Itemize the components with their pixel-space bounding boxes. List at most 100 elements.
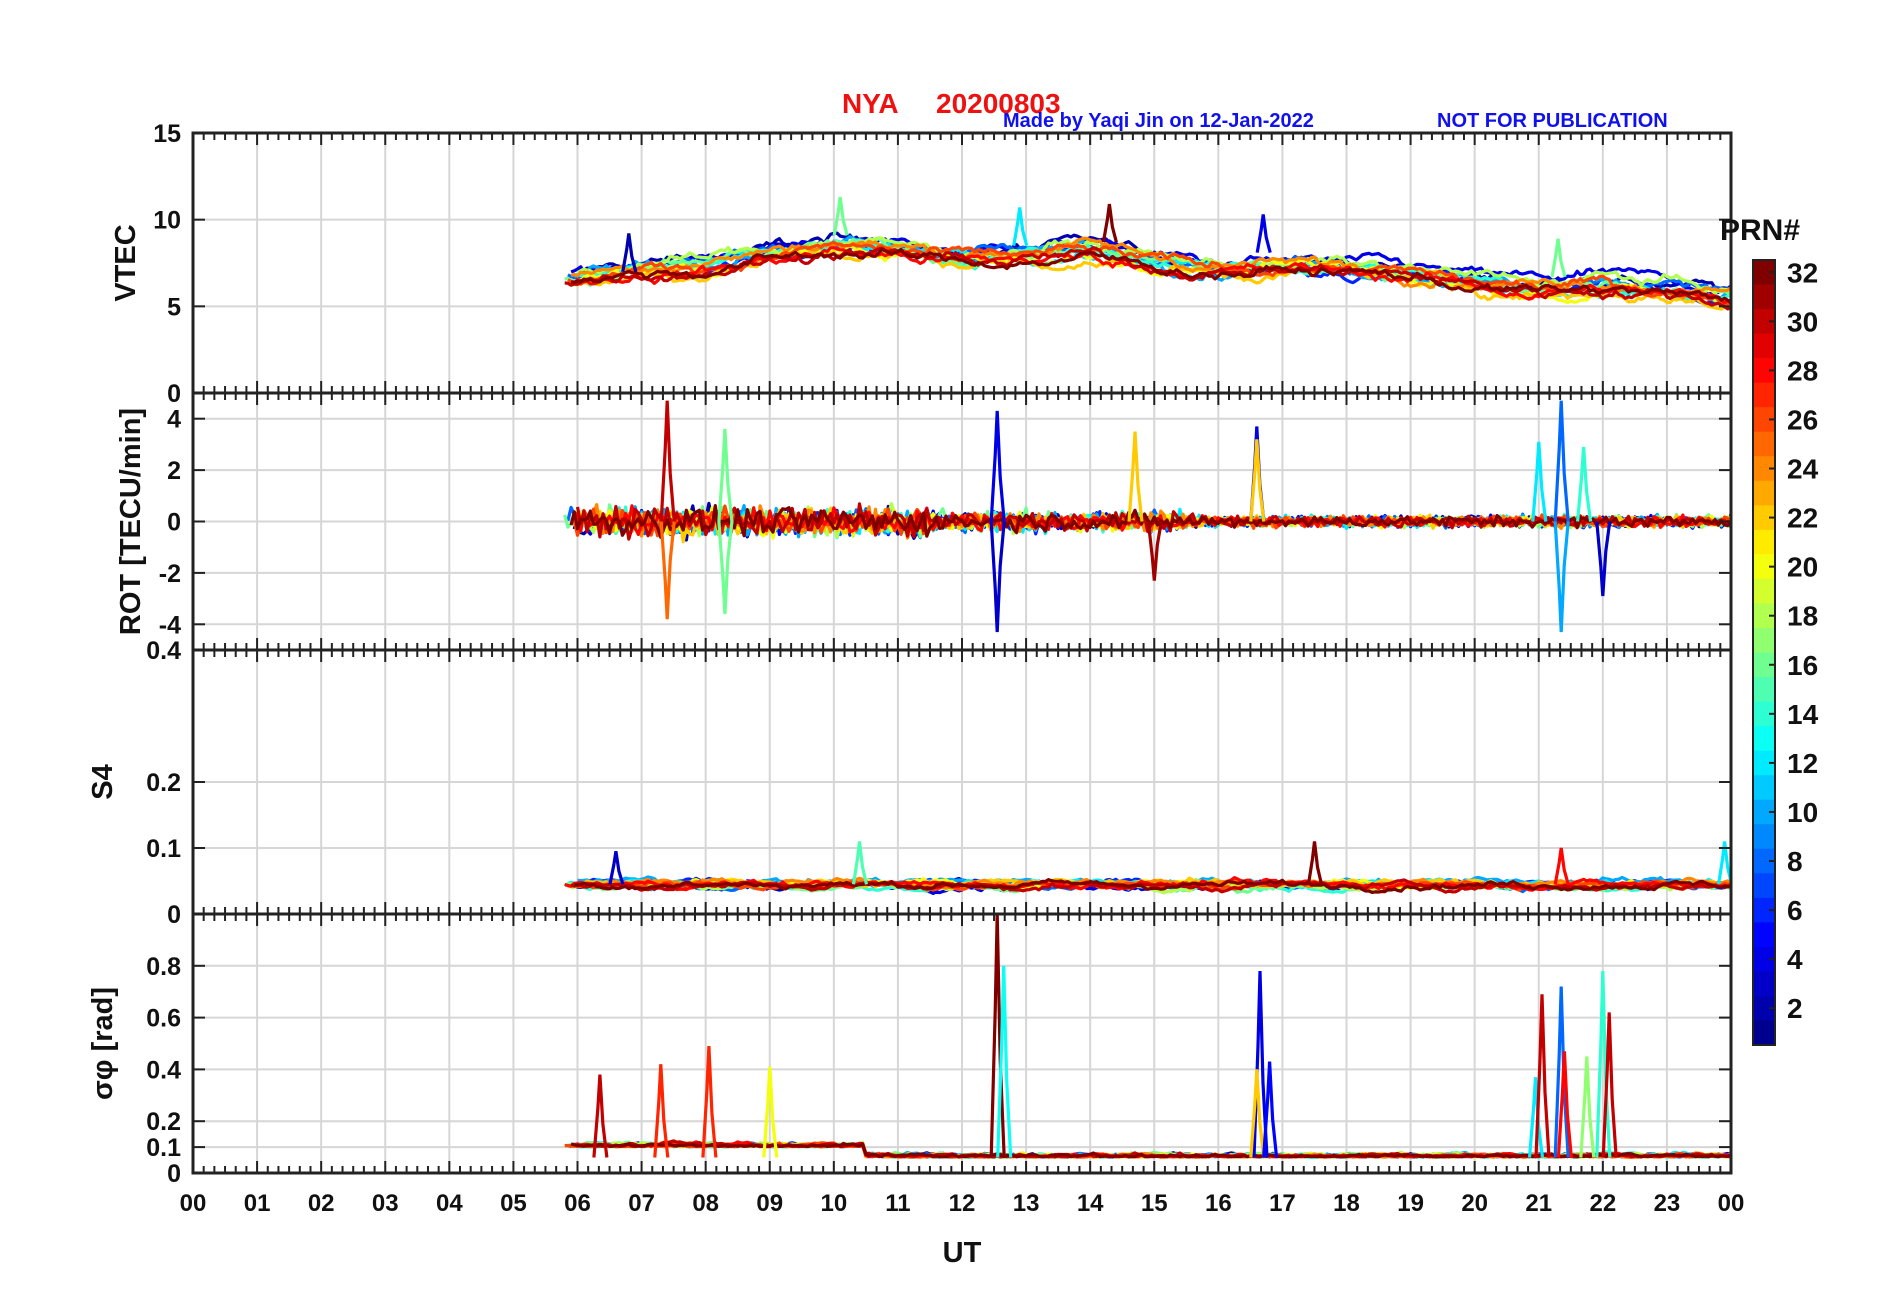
spike-vtec xyxy=(621,233,638,273)
colorbar-cell xyxy=(1753,627,1775,653)
spike-s4 xyxy=(1717,841,1731,885)
colorbar-cell xyxy=(1753,407,1775,433)
x-tick-label: 15 xyxy=(1141,1190,1168,1217)
colorbar-tick-label: 2 xyxy=(1787,993,1803,1024)
colorbar-cell xyxy=(1753,701,1775,727)
colorbar-frame xyxy=(1752,259,1776,1046)
spike-rot xyxy=(1553,521,1570,633)
colorbar-cell xyxy=(1753,382,1775,408)
x-tick-label: 21 xyxy=(1525,1190,1552,1217)
colorbar-cell xyxy=(1753,946,1775,972)
y-tick-label: 0 xyxy=(167,901,181,929)
spike-sigphi xyxy=(592,1074,609,1158)
y-tick-label: 15 xyxy=(153,120,181,148)
spike-sigphi xyxy=(1579,1056,1596,1158)
colorbar-cell xyxy=(1753,309,1775,335)
colorbar-tick-label: 32 xyxy=(1787,257,1818,288)
colorbar-cell xyxy=(1753,554,1775,580)
spike-rot xyxy=(989,521,1006,633)
y-axis-label-rot: ROT [TECU/min] xyxy=(115,408,147,635)
x-tick-label: 05 xyxy=(500,1190,527,1217)
colorbar-cell xyxy=(1753,578,1775,604)
x-tick-label: 06 xyxy=(564,1190,591,1217)
spike-rot xyxy=(1146,521,1163,581)
trace-prn-32 xyxy=(569,504,1731,540)
y-tick-label: 0.4 xyxy=(146,1056,181,1084)
x-tick-label: 09 xyxy=(756,1190,783,1217)
spike-rot xyxy=(659,400,676,522)
x-tick-label: 13 xyxy=(1013,1190,1040,1217)
spike-sigphi xyxy=(1595,970,1612,1158)
colorbar-cell xyxy=(1753,505,1775,531)
x-tick-label: 23 xyxy=(1654,1190,1681,1217)
x-tick-label: 10 xyxy=(820,1190,847,1217)
y-tick-label: 5 xyxy=(167,293,181,321)
spike-rot xyxy=(1595,521,1612,597)
x-tick-label: 11 xyxy=(885,1190,910,1217)
y-tick-label: 2 xyxy=(167,457,181,485)
colorbar-tick-label: 12 xyxy=(1787,748,1818,779)
trace-prn-32 xyxy=(570,247,1731,304)
colorbar-tick-label: 16 xyxy=(1787,650,1818,681)
spike-s4 xyxy=(851,841,869,885)
y-tick-label: 4 xyxy=(167,406,181,434)
spike-s4 xyxy=(1553,847,1570,885)
colorbar-tick-label: 22 xyxy=(1787,503,1818,534)
spike-s4 xyxy=(1306,841,1324,885)
spike-sigphi xyxy=(1527,1077,1545,1158)
colorbar-cell xyxy=(1753,799,1775,825)
colorbar-tick-label: 8 xyxy=(1787,846,1803,877)
spike-sigphi xyxy=(762,1066,779,1158)
y-axis-label-sigphi: σφ [rad] xyxy=(87,987,119,1100)
x-tick-label: 19 xyxy=(1397,1190,1424,1217)
colorbar-tick-label: 28 xyxy=(1787,355,1818,386)
traces-vtec xyxy=(564,196,1731,311)
y-axis-label-s4: S4 xyxy=(87,764,119,799)
colorbar-cell xyxy=(1753,480,1775,506)
spike-rot xyxy=(717,428,734,522)
colorbar-tick-label: 24 xyxy=(1787,454,1819,485)
y-tick-label: 0.1 xyxy=(146,1134,181,1162)
title-date: 20200803 xyxy=(936,88,1061,119)
spike-rot xyxy=(717,521,734,615)
spike-sigphi xyxy=(1601,1012,1618,1158)
trace-prn-24 xyxy=(570,236,1731,300)
y-tick-label: 0 xyxy=(167,380,181,408)
colorbar-label: PRN# xyxy=(1720,214,1800,247)
colorbar-cell xyxy=(1753,775,1775,801)
spike-rot xyxy=(659,521,676,620)
x-tick-label: 08 xyxy=(692,1190,719,1217)
credit-text: Made by Yaqi Jin on 12-Jan-2022 xyxy=(1003,110,1314,132)
x-tick-label: 00 xyxy=(1718,1190,1745,1217)
colorbar-cell xyxy=(1753,333,1775,359)
y-tick-label: 10 xyxy=(153,207,181,235)
y-tick-label: 0.2 xyxy=(146,769,181,797)
spike-rot xyxy=(1531,441,1548,522)
y-tick-label: 0.1 xyxy=(146,835,181,863)
colorbar-tick-label: 30 xyxy=(1787,306,1818,337)
title-station: NYA xyxy=(842,88,899,119)
x-tick-label: 18 xyxy=(1333,1190,1360,1217)
spike-sigphi xyxy=(1262,1061,1279,1158)
spike-vtec xyxy=(1012,207,1029,247)
colorbar-cell xyxy=(1753,652,1775,678)
colorbar-cell xyxy=(1753,284,1775,310)
x-tick-label: 07 xyxy=(628,1190,655,1217)
traces-sigphi xyxy=(564,914,1731,1160)
traces-s4 xyxy=(563,841,1731,896)
spike-vtec xyxy=(1255,214,1272,254)
x-tick-label: 16 xyxy=(1205,1190,1232,1217)
colorbar-cell xyxy=(1753,358,1775,384)
trace-prn-32 xyxy=(573,877,1731,895)
spike-vtec xyxy=(832,196,849,236)
colorbar-cell xyxy=(1753,922,1775,948)
spike-s4 xyxy=(608,851,625,885)
x-tick-label: 04 xyxy=(436,1190,463,1217)
colorbar-cell xyxy=(1753,873,1775,899)
x-tick-label: 17 xyxy=(1269,1190,1296,1217)
spike-rot xyxy=(1553,400,1570,522)
spike-sigphi xyxy=(1534,994,1551,1158)
panel-sigphi: 00.10.2 0.4 0.6 0.8 σφ [rad] xyxy=(87,912,1733,1188)
colorbar-cell xyxy=(1753,848,1775,874)
